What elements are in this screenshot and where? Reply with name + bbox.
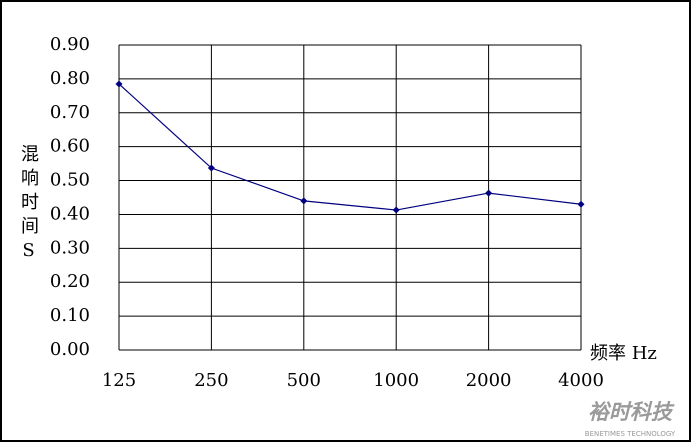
y-tick-label: 0.90 [50,34,90,55]
x-tick-label: 1000 [373,370,419,391]
x-tick-label: 250 [194,370,228,391]
y-axis-label: 混响时间S [18,144,39,267]
y-tick-label: 0.70 [50,102,90,123]
data-point [485,189,493,197]
y-tick-label: 0.10 [50,305,90,326]
series-line [118,83,582,211]
x-tick-label: 2000 [466,370,512,391]
x-tick-label: 4000 [558,370,604,391]
data-point [577,200,585,208]
x-axis-label: 频率 Hz [590,343,657,364]
y-tick-label: 0.00 [50,339,90,360]
data-point [207,164,215,172]
data-point [392,206,400,214]
y-tick-label: 0.30 [50,237,90,258]
watermark-brand: 裕时科技 [588,400,675,424]
y-tick-label: 0.80 [50,68,90,89]
x-tick-label: 500 [287,370,321,391]
y-tick-label: 0.60 [50,136,90,157]
y-tick-label: 0.50 [50,170,90,191]
data-point [115,80,123,88]
data-point [300,197,308,205]
y-tick-label: 0.40 [50,203,90,224]
watermark-tagline: BENETIMES TECHNOLOGY [585,430,676,438]
y-tick-label: 0.20 [50,271,90,292]
x-tick-label: 125 [102,370,136,391]
